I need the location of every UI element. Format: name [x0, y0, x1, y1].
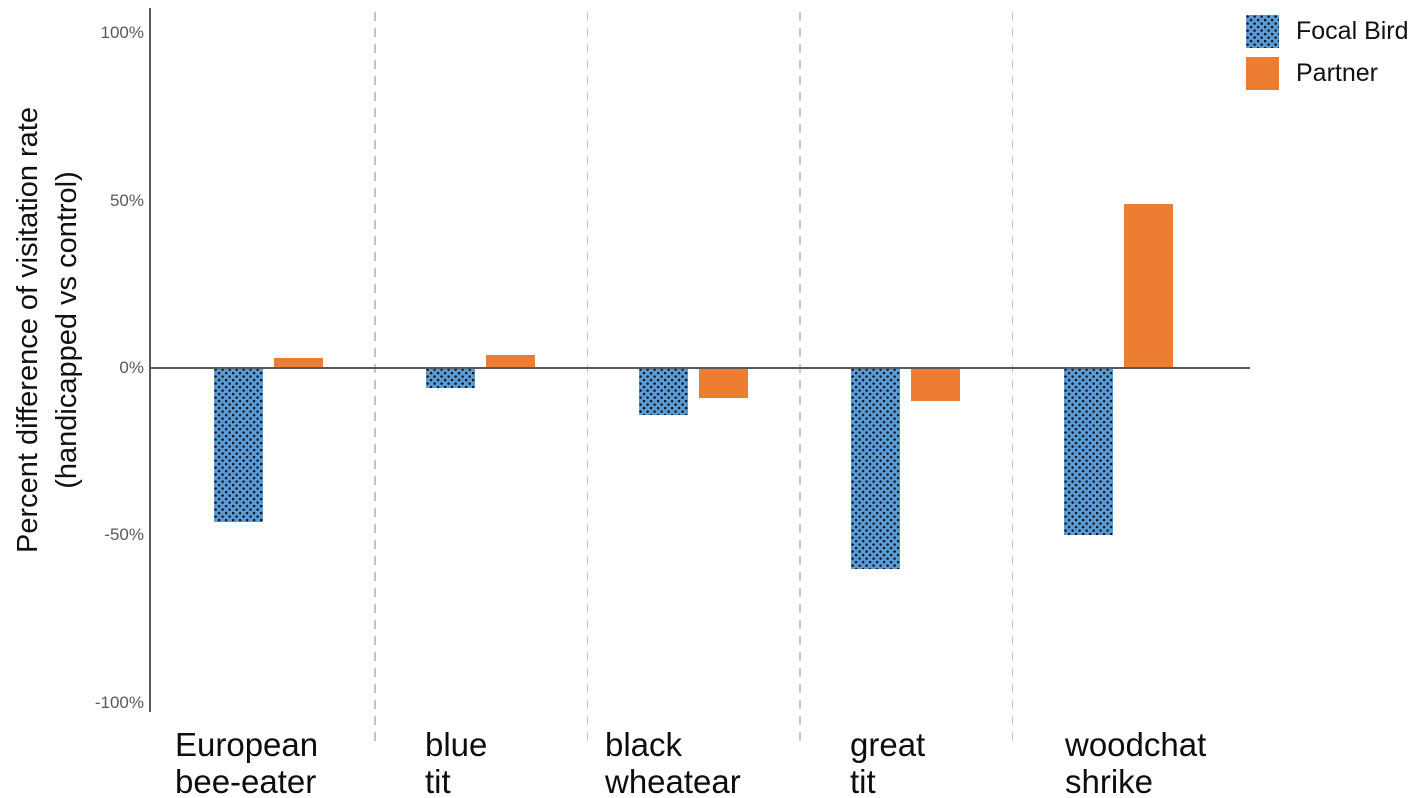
category-label: great tit — [850, 726, 926, 798]
bar-partner — [486, 354, 535, 368]
category-separator-line — [1011, 12, 1014, 745]
category-label: woodchat shrike — [1065, 726, 1207, 798]
y-tick-label: -100% — [94, 692, 144, 712]
y-tick-label: -50% — [104, 525, 144, 545]
category-separator-line — [586, 12, 589, 745]
bar-partner — [1123, 203, 1173, 368]
y-axis-title: Percent difference of visitation rate (h… — [12, 107, 83, 553]
focal-bird-swatch-icon — [1246, 15, 1279, 48]
bar-focal-bird — [1063, 368, 1113, 536]
partner-swatch-icon — [1246, 57, 1279, 90]
bar-partner — [698, 368, 748, 399]
y-tick-label: 100% — [100, 23, 144, 43]
bar-focal-bird — [213, 368, 263, 522]
category-label: black wheatear — [605, 726, 741, 798]
legend-label: Focal Bird — [1296, 17, 1409, 45]
bar-focal-bird — [851, 368, 900, 569]
category-label: European bee-eater — [175, 726, 319, 798]
bar-focal-bird — [426, 368, 475, 389]
legend: Focal Bird Partner — [1246, 15, 1409, 99]
bar-partner — [273, 357, 323, 368]
legend-item-partner: Partner — [1246, 57, 1409, 90]
bar-focal-bird — [638, 368, 688, 415]
y-tick-label: 50% — [109, 190, 144, 210]
legend-item-focal-bird: Focal Bird — [1246, 15, 1409, 48]
category-separator-line — [799, 12, 801, 745]
bar-partner — [911, 368, 960, 402]
y-tick-label: 0% — [119, 358, 144, 377]
category-label: blue tit — [425, 726, 488, 798]
category-separator-line — [374, 12, 376, 745]
y-axis-line — [149, 8, 151, 712]
zero-baseline — [150, 367, 1250, 369]
legend-label: Partner — [1296, 59, 1378, 87]
